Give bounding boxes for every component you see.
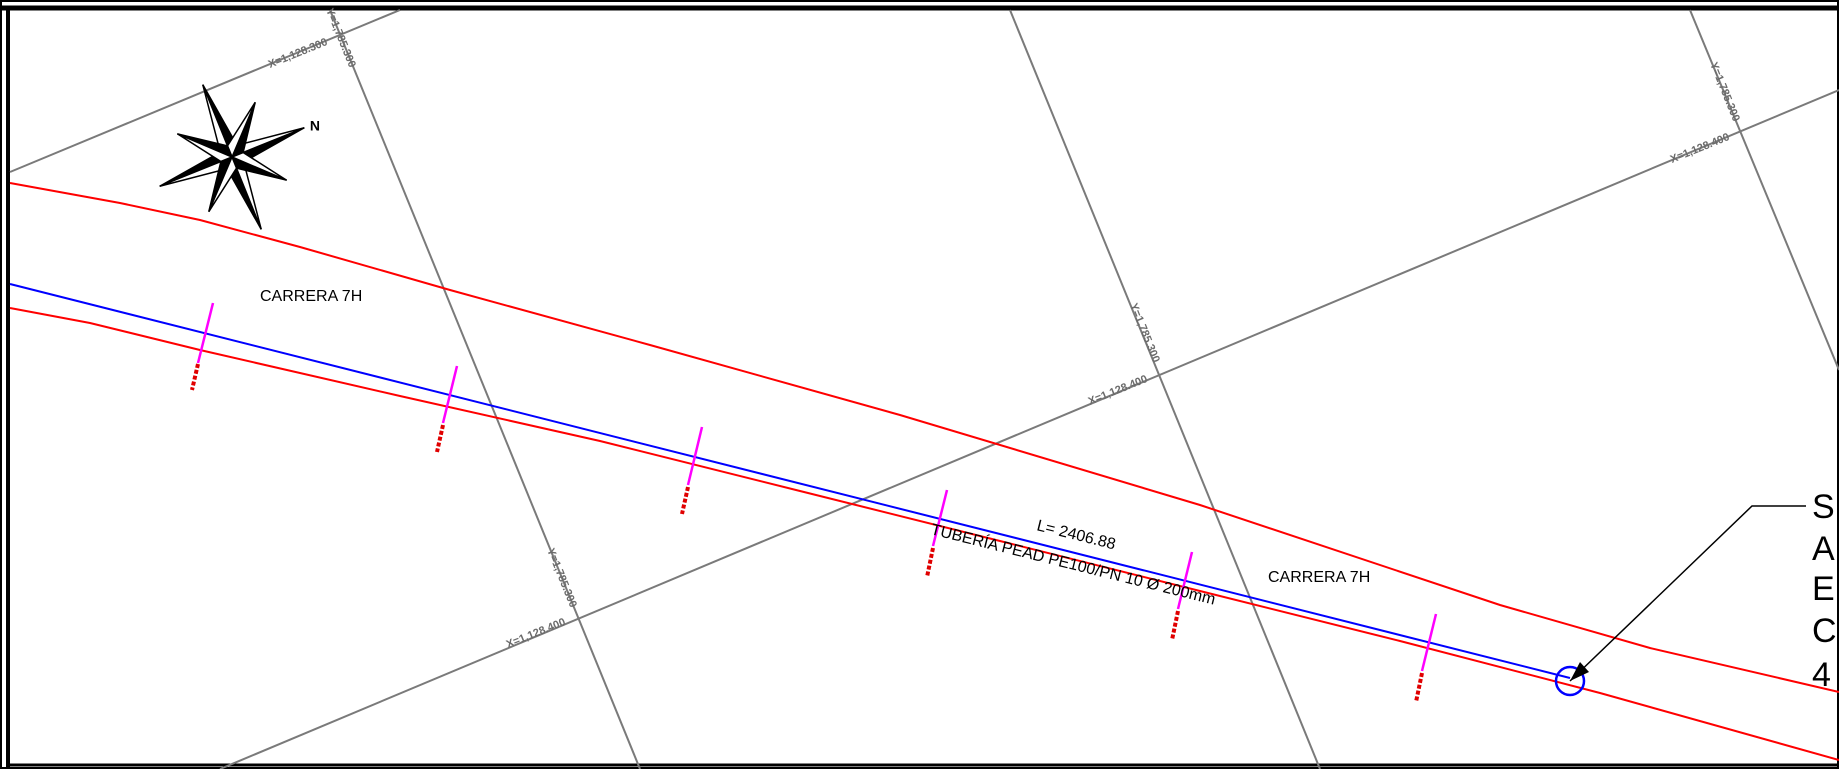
street-label-right: CARRERA 7H: [1268, 569, 1370, 586]
grid-line-y-right: [1689, 9, 1839, 371]
grid-label-y-top-left: Y=1,785.300: [323, 7, 358, 70]
section-tag-letter: 4: [1812, 656, 1831, 694]
section-tag-letter: S: [1812, 488, 1835, 526]
crossing-marker[interactable]: [435, 365, 459, 453]
crossing-marker[interactable]: [1414, 613, 1438, 703]
grid-label-x-top-left: X=1,128.300: [267, 36, 330, 71]
street-edges: [9, 182, 1839, 761]
section-tag-letter: A: [1812, 530, 1835, 568]
street-edge-south: [9, 307, 1839, 761]
crossing-marker[interactable]: [925, 489, 949, 578]
grid-label-y-top-right: Y=1,785.300: [1707, 61, 1742, 124]
crossing-marker[interactable]: [190, 302, 215, 391]
crossing-marker[interactable]: [680, 426, 704, 515]
coordinate-grid: [9, 9, 1839, 769]
grid-label-x-middle: X=1,128.400: [1087, 373, 1150, 408]
section-tag-letter: C: [1812, 612, 1837, 650]
section-leader: [1569, 505, 1806, 682]
grid-label-x-lower: X=1,128.400: [505, 616, 568, 651]
north-label: N: [310, 118, 320, 134]
leader-arrow-icon: [1570, 662, 1589, 681]
pipe-line[interactable]: [9, 283, 1571, 679]
grid-label-y-middle: Y=1,785.300: [1127, 302, 1162, 365]
street-label-left: CARRERA 7H: [260, 288, 362, 305]
grid-line-x-middle: [219, 89, 1839, 769]
circle-node-icon[interactable]: [1554, 665, 1586, 697]
pipe-length-label: L= 2406.88: [1035, 517, 1117, 553]
crossing-marker[interactable]: [1170, 551, 1194, 641]
grid-label-y-lower: Y=1,785.300: [544, 547, 579, 610]
section-tag: S A E C 4: [1812, 488, 1837, 694]
street-edge-north: [9, 182, 1839, 693]
grid-label-x-top-right: X=1,128.400: [1669, 131, 1732, 166]
compass-rose-icon: N: [159, 84, 320, 230]
section-tag-letter: E: [1812, 570, 1835, 608]
grid-line-y-middle: [1009, 9, 1321, 769]
grid-line-y-left: [329, 9, 641, 769]
crossing-markers: [190, 302, 1438, 703]
